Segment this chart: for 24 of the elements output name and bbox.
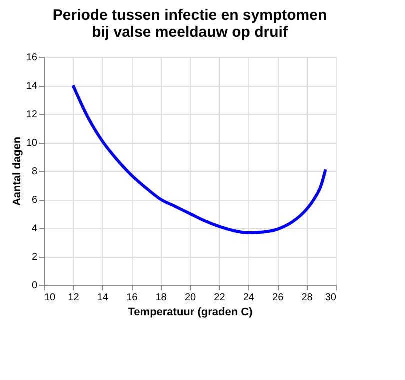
x-tick-label: 28 xyxy=(302,292,314,304)
x-tick-label: 14 xyxy=(97,292,109,304)
y-tick-label: 12 xyxy=(26,110,38,120)
chart-title: Periode tussen infectie en symptomen bij valse meeldauw op druif xyxy=(52,7,328,41)
x-tick-label: 18 xyxy=(156,292,168,304)
y-tick-label: 4 xyxy=(32,224,38,234)
x-axis-title: Temperatuur (graden C) xyxy=(128,306,254,318)
x-tick-label: 10 xyxy=(44,292,56,304)
x-tick-label: 26 xyxy=(272,292,284,304)
y-tick-label: 8 xyxy=(32,166,38,178)
y-axis-title: Aantal dagen xyxy=(11,136,24,206)
x-tick-label: 12 xyxy=(68,292,80,304)
x-tick-label: 22 xyxy=(214,292,226,304)
x-tick-label: 20 xyxy=(184,292,196,304)
y-tick-label: 0 xyxy=(32,280,38,292)
x-tick-label: 30 xyxy=(325,292,337,304)
y-tick-label: 2 xyxy=(32,252,38,263)
y-tick-label: 6 xyxy=(32,195,38,206)
x-tick-label: 16 xyxy=(126,292,138,304)
y-tick-label: 14 xyxy=(26,81,38,92)
x-tick-label: 24 xyxy=(243,292,255,304)
y-tick-label: 10 xyxy=(26,138,38,149)
y-tick-label: 16 xyxy=(26,52,38,64)
line-series xyxy=(72,84,328,234)
